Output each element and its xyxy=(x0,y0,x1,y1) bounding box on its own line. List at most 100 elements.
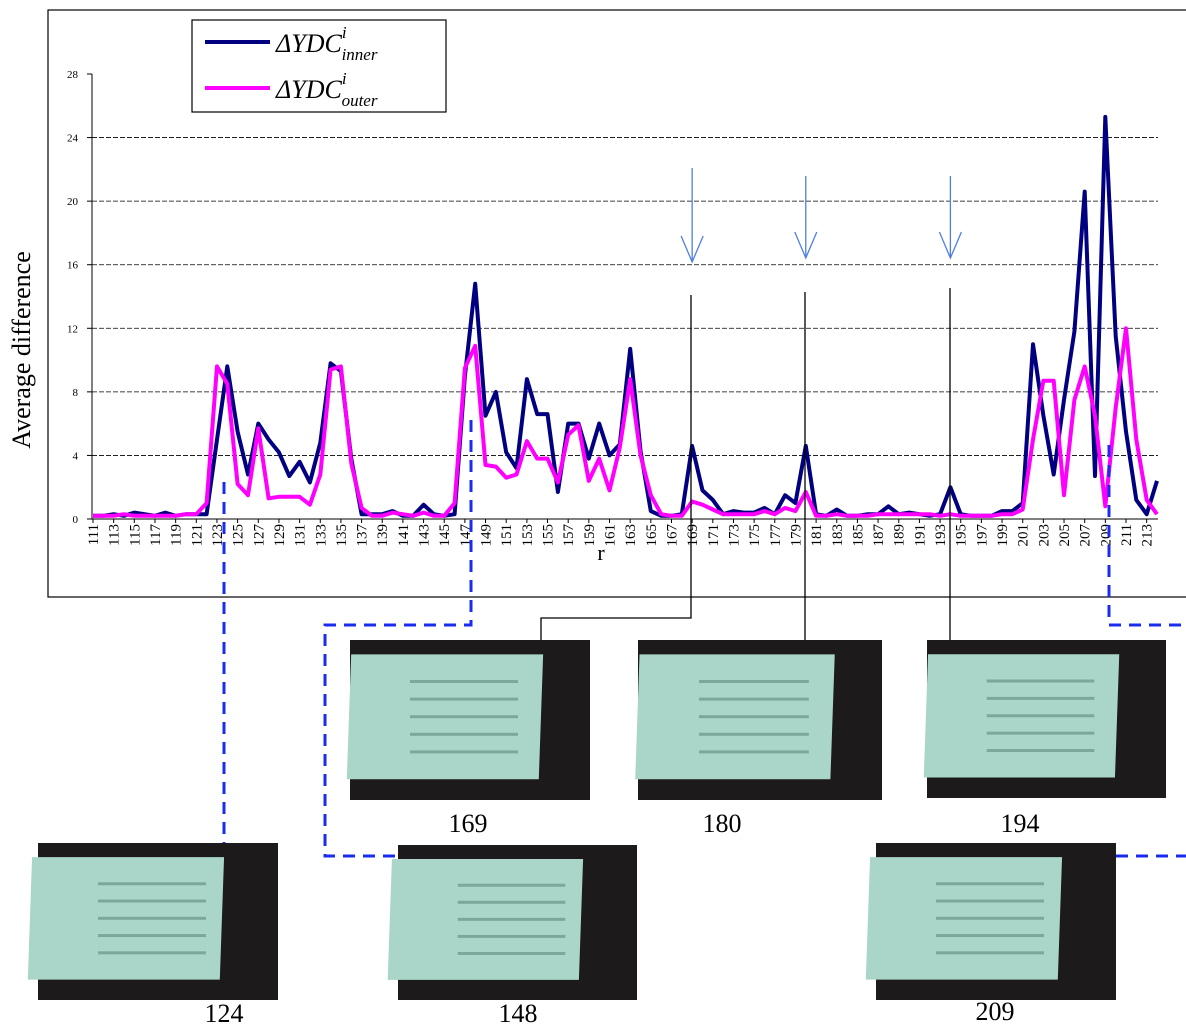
arrow xyxy=(681,168,703,262)
series-line xyxy=(93,328,1157,516)
legend-sup: i xyxy=(342,69,347,88)
thumbnail-text xyxy=(98,900,206,903)
x-tick-label: 205 xyxy=(1057,524,1073,547)
thumbnail-label: 148 xyxy=(499,999,538,1028)
legend-sup: i xyxy=(342,23,347,42)
x-tick-label: 115 xyxy=(127,524,143,546)
x-tick-label: 193 xyxy=(933,524,949,547)
x-tick-label: 141 xyxy=(396,524,412,547)
x-tick-label: 187 xyxy=(871,524,887,547)
thumbnail-text xyxy=(458,901,566,904)
x-tick-label: 175 xyxy=(747,524,763,547)
x-tick-label: 143 xyxy=(417,524,433,547)
x-tick-label: 151 xyxy=(499,524,515,547)
legend-sub: inner xyxy=(342,45,378,64)
x-tick-label: 131 xyxy=(293,524,309,547)
thumbnail-text xyxy=(98,934,206,937)
x-tick-label: 125 xyxy=(231,524,247,547)
x-tick-label: 149 xyxy=(479,524,495,547)
y-tick-label: 28 xyxy=(67,69,79,81)
thumbnail-text xyxy=(410,698,518,701)
y-tick-label: 4 xyxy=(73,450,79,462)
arrow xyxy=(795,176,817,258)
thumbnail-text xyxy=(98,882,206,885)
x-tick-label: 121 xyxy=(189,524,205,547)
x-tick-label: 169 xyxy=(685,524,701,547)
figure: 0481216202428111113115117119121123125127… xyxy=(0,0,1186,1028)
x-tick-label: 137 xyxy=(355,524,371,547)
y-tick-label: 0 xyxy=(73,514,79,526)
x-tick-label: 113 xyxy=(107,524,123,546)
thumbnail-text xyxy=(458,952,566,955)
thumbnail-text xyxy=(98,917,206,920)
thumbnail-text xyxy=(699,733,809,736)
x-tick-label: 181 xyxy=(809,524,825,547)
x-tick-label: 117 xyxy=(148,524,164,546)
y-axis-label: Average difference xyxy=(7,251,36,449)
y-tick-label: 8 xyxy=(73,387,79,399)
thumbnail-text xyxy=(699,698,809,701)
thumbnail-text xyxy=(458,935,566,938)
thumbnail-text xyxy=(699,680,809,683)
x-tick-label: 203 xyxy=(1036,524,1052,547)
x-tick-label: 163 xyxy=(623,524,639,547)
y-tick-label: 12 xyxy=(67,323,78,335)
x-tick-label: 197 xyxy=(974,524,990,547)
thumbnail-text xyxy=(987,749,1095,752)
thumbnail-text xyxy=(936,951,1044,954)
x-tick-label: 111 xyxy=(86,524,102,545)
thumbnail-label: 124 xyxy=(205,999,244,1028)
x-tick-label: 195 xyxy=(954,524,970,547)
thumbnail-text xyxy=(458,918,566,921)
thumbnail-text xyxy=(987,714,1095,717)
x-tick-label: 189 xyxy=(892,524,908,547)
legend-name: ΔYDC xyxy=(275,75,342,104)
thumbnail-text xyxy=(98,951,206,954)
x-tick-label: 183 xyxy=(830,524,846,547)
thumbnail-text xyxy=(410,680,518,683)
x-axis-label: r xyxy=(597,540,605,565)
thumbnail-text xyxy=(987,697,1095,700)
legend-sub: outer xyxy=(342,91,378,110)
thumbnail-text xyxy=(936,900,1044,903)
thumbnail-text xyxy=(936,917,1044,920)
thumbnail-text xyxy=(699,715,809,718)
y-tick-label: 24 xyxy=(67,133,79,145)
thumbnail-label: 194 xyxy=(1001,809,1040,838)
thumbnail-label: 180 xyxy=(703,809,742,838)
x-tick-label: 157 xyxy=(561,524,577,547)
arrow xyxy=(939,176,961,258)
x-tick-label: 133 xyxy=(313,524,329,547)
y-tick-label: 16 xyxy=(67,260,79,272)
thumbnail-text xyxy=(410,750,518,753)
x-tick-label: 185 xyxy=(850,524,866,547)
thumbnail-label: 169 xyxy=(449,809,488,838)
x-tick-label: 209 xyxy=(1098,524,1114,547)
x-tick-label: 199 xyxy=(995,524,1011,547)
x-tick-label: 127 xyxy=(251,524,267,547)
x-tick-label: 167 xyxy=(664,524,680,547)
x-tick-label: 153 xyxy=(520,524,536,547)
x-tick-label: 155 xyxy=(541,524,557,547)
x-tick-label: 139 xyxy=(375,524,391,547)
x-tick-label: 135 xyxy=(334,524,350,547)
x-tick-label: 129 xyxy=(272,524,288,547)
x-tick-label: 145 xyxy=(437,524,453,547)
thumbnail-text xyxy=(987,732,1095,735)
x-tick-label: 171 xyxy=(706,524,722,547)
thumbnail-text xyxy=(699,750,809,753)
thumbnail-text xyxy=(458,884,566,887)
x-tick-label: 211 xyxy=(1119,524,1135,546)
x-tick-label: 213 xyxy=(1140,524,1156,547)
legend-name: ΔYDC xyxy=(275,29,342,58)
x-tick-label: 165 xyxy=(644,524,660,547)
x-tick-label: 201 xyxy=(1016,524,1032,547)
thumbnail-text xyxy=(936,934,1044,937)
thumbnail-text xyxy=(410,733,518,736)
thumbnail-text xyxy=(987,680,1095,683)
x-tick-label: 207 xyxy=(1078,524,1094,547)
x-tick-label: 161 xyxy=(603,524,619,547)
